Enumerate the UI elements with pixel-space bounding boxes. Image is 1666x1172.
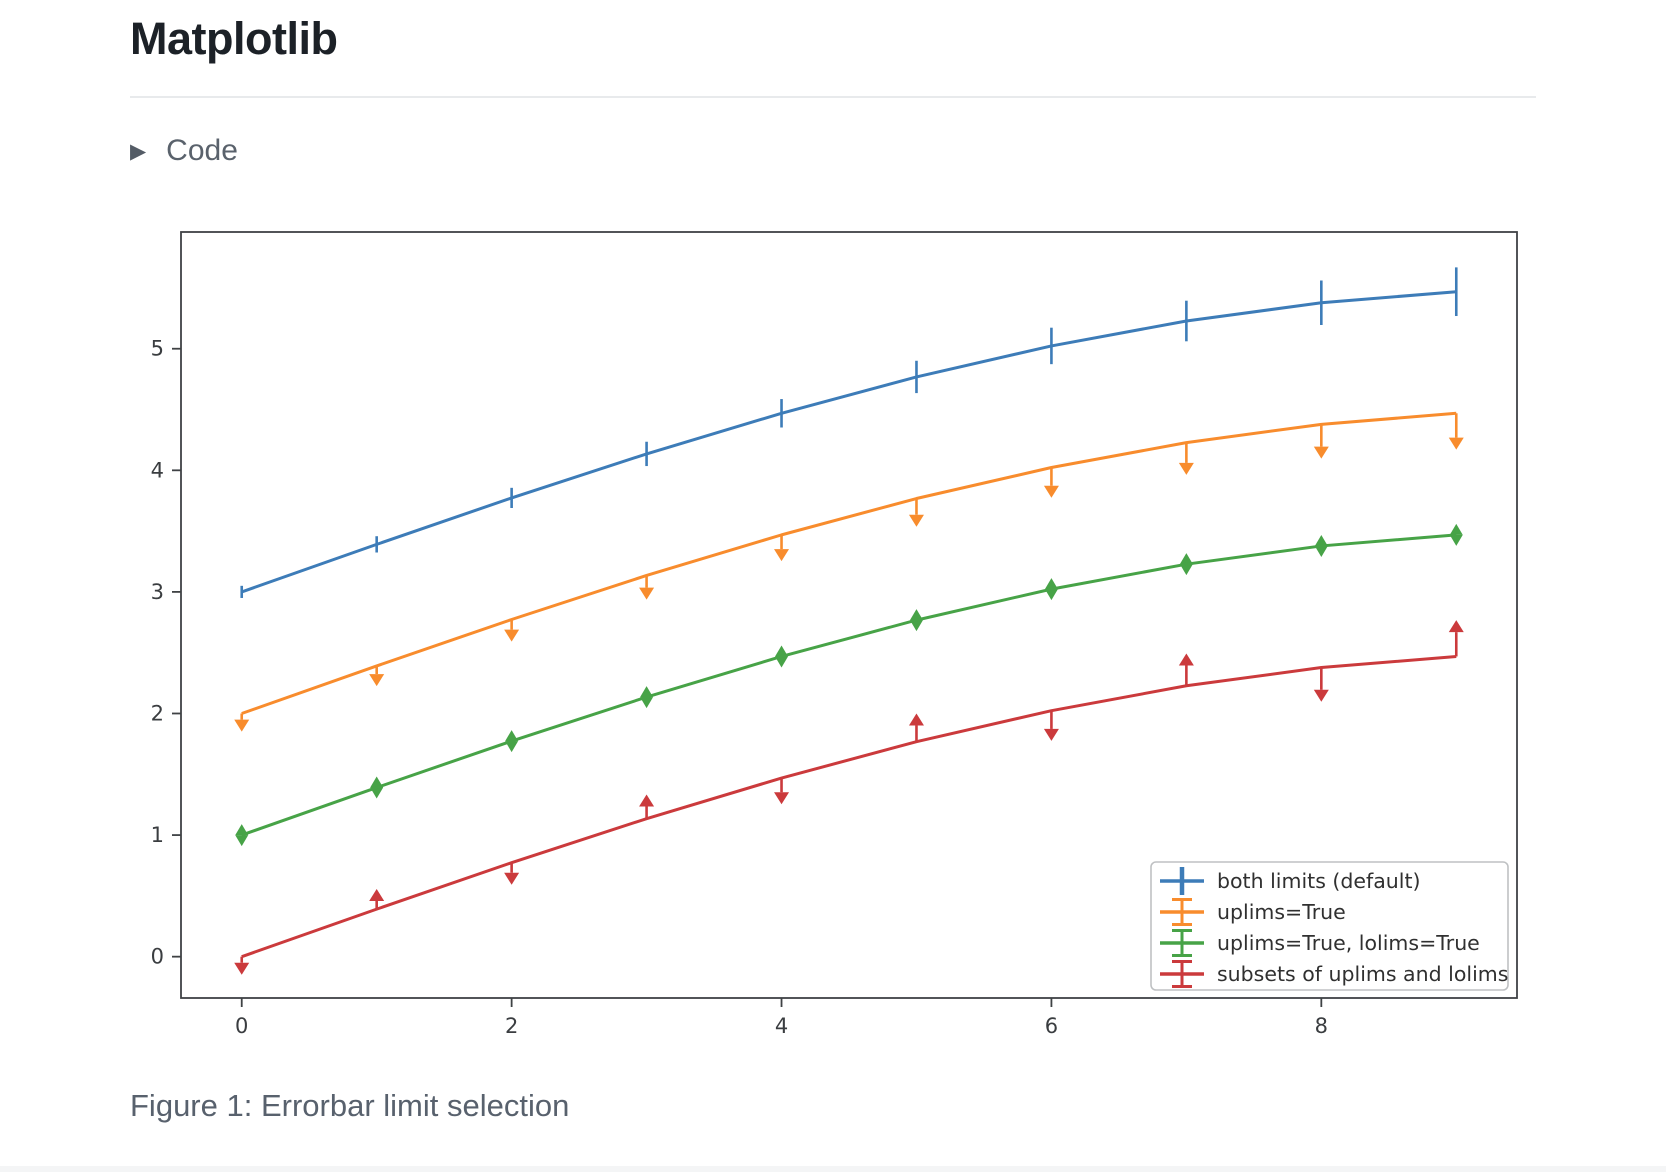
y-axis-tick-label: 1 bbox=[151, 823, 164, 847]
legend-label: uplims=True bbox=[1217, 900, 1346, 924]
error-caret bbox=[774, 549, 790, 562]
page-title: Matplotlib bbox=[130, 13, 338, 64]
error-caret bbox=[1043, 485, 1059, 498]
legend-label: uplims=True, lolims=True bbox=[1217, 931, 1480, 955]
series-line bbox=[241, 654, 1457, 959]
error-caret bbox=[370, 776, 384, 788]
error-caret bbox=[1448, 437, 1464, 450]
x-axis-tick-label: 4 bbox=[775, 1014, 788, 1038]
legend-label: both limits (default) bbox=[1217, 869, 1421, 893]
error-caret bbox=[369, 674, 385, 687]
error-caret bbox=[1314, 534, 1328, 546]
y-axis-tick-label: 4 bbox=[151, 458, 164, 482]
x-axis-tick-label: 2 bbox=[505, 1014, 518, 1038]
triangle-right-icon: ▶ bbox=[130, 140, 147, 163]
y-axis-tick-label: 0 bbox=[151, 945, 164, 969]
error-caret bbox=[640, 686, 654, 698]
error-caret bbox=[639, 587, 655, 600]
error-caret bbox=[775, 656, 789, 668]
y-axis-tick-label: 3 bbox=[151, 580, 164, 604]
error-caret bbox=[908, 514, 924, 527]
error-caret bbox=[235, 835, 249, 847]
error-caret bbox=[505, 741, 519, 753]
error-caret bbox=[1449, 523, 1463, 535]
error-caret bbox=[234, 962, 250, 975]
error-caret bbox=[640, 697, 654, 709]
x-axis-tick-label: 0 bbox=[235, 1014, 248, 1038]
error-caret bbox=[1449, 534, 1463, 546]
error-caret bbox=[1178, 462, 1194, 475]
series-line bbox=[241, 290, 1457, 594]
plot-border bbox=[180, 231, 1518, 999]
error-caret bbox=[369, 888, 385, 901]
series-line bbox=[241, 411, 1457, 715]
legend-box bbox=[1150, 861, 1509, 991]
x-axis-tick-label: 6 bbox=[1045, 1014, 1058, 1038]
code-expander-label: Code bbox=[166, 134, 238, 167]
y-axis-tick-label: 5 bbox=[151, 337, 164, 361]
series-line bbox=[241, 533, 1457, 837]
error-caret bbox=[370, 787, 384, 799]
y-axis-tick-label: 2 bbox=[151, 701, 164, 725]
error-caret bbox=[639, 794, 655, 807]
code-expander[interactable]: ▶ Code bbox=[130, 134, 238, 167]
error-caret bbox=[1448, 620, 1464, 633]
error-caret bbox=[1313, 689, 1329, 702]
figure-caption: Figure 1: Errorbar limit selection bbox=[130, 1088, 570, 1123]
error-caret bbox=[235, 824, 249, 836]
error-caret bbox=[1043, 728, 1059, 741]
error-caret bbox=[775, 645, 789, 657]
error-caret bbox=[504, 629, 520, 642]
error-caret bbox=[234, 719, 250, 732]
error-caret bbox=[774, 792, 790, 805]
divider bbox=[130, 96, 1536, 98]
error-caret bbox=[909, 609, 923, 621]
error-caret bbox=[505, 730, 519, 742]
error-caret bbox=[909, 620, 923, 632]
error-caret bbox=[1179, 564, 1193, 576]
error-caret bbox=[1178, 653, 1194, 666]
error-caret bbox=[1044, 578, 1058, 590]
error-caret bbox=[504, 872, 520, 885]
error-caret bbox=[1314, 545, 1328, 557]
error-caret bbox=[908, 713, 924, 726]
error-caret bbox=[1313, 446, 1329, 459]
error-caret bbox=[1044, 589, 1058, 601]
legend-label: subsets of uplims and lolims bbox=[1217, 962, 1508, 986]
error-caret bbox=[1179, 553, 1193, 565]
footer-strip bbox=[0, 1166, 1666, 1172]
x-axis-tick-label: 8 bbox=[1315, 1014, 1328, 1038]
